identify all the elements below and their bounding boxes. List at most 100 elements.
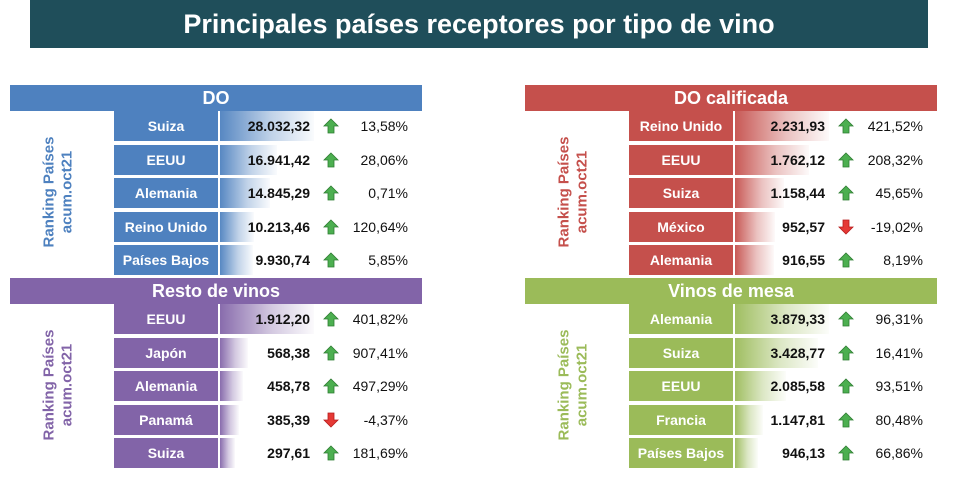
arrow-up-icon [838,185,854,201]
ranking-label-line2: acum.oct21 [58,150,76,234]
value-label: 952,57 [782,218,825,235]
value-label: 2.085,58 [770,378,826,395]
arrow-up-icon [838,252,854,268]
value-label: 946,13 [782,445,825,462]
change-percent: 497,29% [352,378,408,395]
ranking-side-label: Ranking Países acum.oct21 [527,302,619,468]
value-bar [735,144,810,175]
arrow-up-icon [323,152,339,167]
country-label: Países Bajos [114,245,218,276]
change-percent: 421,52% [867,118,923,134]
value-bar [220,304,314,334]
ranking-row: Países Bajos 946,13 66,86% [629,436,937,470]
ranking-row: Alemania 458,78 497,29% [114,369,422,403]
country-label: Suiza [114,438,218,469]
country-label: Francia [629,404,733,435]
ranking-row: EEUU 2.085,58 93,51% [629,369,937,403]
arrow-up-icon [838,445,854,461]
arrow-up-icon [838,412,854,428]
value-bar [220,371,243,402]
value-label: 1.158,44 [770,185,826,202]
arrow-up-icon [323,345,339,360]
panel-header: DO calificada [525,85,937,111]
value-label: 28.032,32 [247,118,310,134]
value-bar [220,245,254,276]
value-label: 568,38 [267,344,310,361]
ranking-row: Panamá 385,39 -4,37% [114,403,422,437]
change-percent: 181,69% [352,445,408,462]
change-percent: 93,51% [875,378,923,395]
value-bar [220,337,248,368]
arrow-up-icon [323,219,339,235]
country-label: Panamá [114,404,218,435]
value-bar [735,304,829,334]
panel-header: Resto de vinos [10,278,422,304]
value-bar [735,178,784,209]
ranking-label-line1: Ranking Países [555,329,573,441]
ranking-label-line1: Ranking Países [555,136,573,248]
value-label: 1.762,12 [770,151,826,168]
country-label: Reino Unido [114,211,218,242]
country-label: Suiza [629,337,733,368]
arrow-up-icon [838,311,854,327]
value-bar [735,371,786,402]
change-percent: -19,02% [870,218,923,235]
ranking-row: Alemania 3.879,33 96,31% [629,302,937,336]
country-label: Alemania [114,178,218,209]
change-percent: 0,71% [368,185,408,202]
change-percent: 45,65% [875,185,923,202]
country-label: México [629,211,733,242]
ranking-label-line1: Ranking Países [40,329,58,441]
change-percent: 96,31% [875,311,923,327]
ranking-row: Reino Unido 2.231,93 421,52% [629,109,937,143]
value-bar [735,337,819,368]
ranking-rows: EEUU 1.912,20 401,82% Japón 568,38 907,41% Ale… [114,302,422,470]
ranking-row: Alemania 916,55 8,19% [629,243,937,277]
change-percent: 28,06% [360,151,408,168]
country-label: Japón [114,337,218,368]
arrow-up-icon [323,252,339,268]
ranking-row: México 952,57 -19,02% [629,210,937,244]
value-bar [735,438,758,469]
ranking-side-label: Ranking Países acum.oct21 [12,302,104,468]
change-percent: 80,48% [875,411,923,428]
ranking-label-line2: acum.oct21 [573,343,591,427]
ranking-row: Suiza 1.158,44 45,65% [629,176,937,210]
value-label: 385,39 [267,411,310,428]
country-label: Alemania [629,245,733,276]
ranking-row: EEUU 16.941,42 28,06% [114,143,422,177]
country-label: EEUU [114,144,218,175]
value-label: 458,78 [267,378,310,395]
ranking-label-line1: Ranking Países [40,136,58,248]
value-bar [220,111,314,141]
ranking-row: Alemania 14.845,29 0,71% [114,176,422,210]
value-bar [220,144,277,175]
value-label: 3.879,33 [770,311,826,327]
value-label: 2.231,93 [770,118,826,134]
value-bar [735,211,776,242]
ranking-side-label: Ranking Países acum.oct21 [12,109,104,275]
arrow-up-icon [838,118,854,134]
ranking-row: Suiza 28.032,32 13,58% [114,109,422,143]
page-title: Principales países receptores por tipo d… [30,0,928,48]
value-bar [220,404,239,435]
change-percent: 13,58% [360,118,408,134]
arrow-up-icon [838,378,854,394]
arrow-up-icon [323,185,339,201]
country-label: Suiza [629,178,733,209]
ranking-row: Japón 568,38 907,41% [114,336,422,370]
ranking-rows: Reino Unido 2.231,93 421,52% EEUU 1.762,12 20… [629,109,937,277]
panel-header: Vinos de mesa [525,278,937,304]
value-label: 3.428,77 [770,344,826,361]
ranking-rows: Alemania 3.879,33 96,31% Suiza 3.428,77 16,41… [629,302,937,470]
change-percent: -4,37% [363,411,408,428]
ranking-label-line2: acum.oct21 [573,150,591,234]
country-label: EEUU [114,304,218,334]
change-percent: 8,19% [883,252,923,269]
value-label: 916,55 [782,252,825,269]
panel-do: DO Ranking Países acum.oct21 Suiza 28.032,32… [10,85,422,276]
arrow-down-icon [323,412,339,428]
change-percent: 208,32% [867,151,923,168]
change-percent: 907,41% [352,344,408,361]
country-label: Alemania [114,371,218,402]
